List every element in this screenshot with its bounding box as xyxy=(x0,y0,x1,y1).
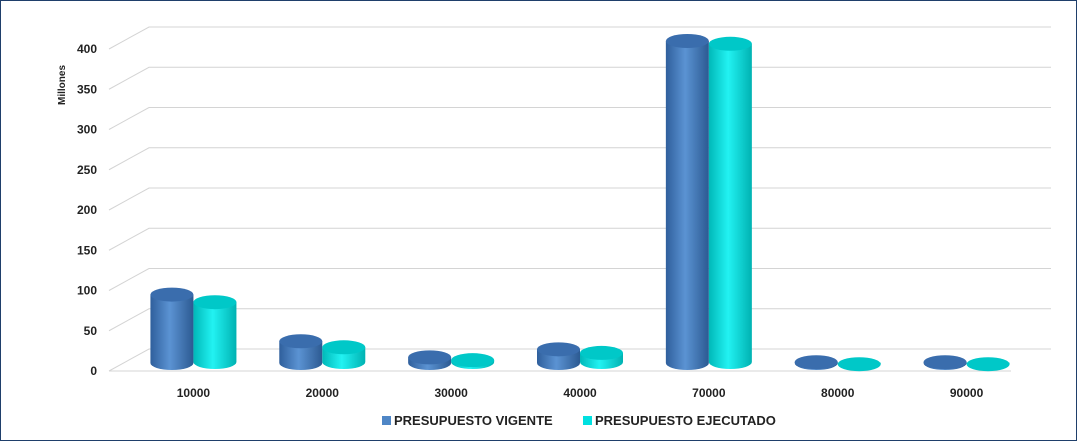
y-tick-label: 350 xyxy=(77,82,97,96)
bar-body xyxy=(150,294,194,370)
x-tick-label: 80000 xyxy=(821,386,855,400)
y-tick-label: 100 xyxy=(77,284,97,298)
y-tick-label: 0 xyxy=(90,364,97,378)
gridlines xyxy=(108,26,1051,372)
bar-top xyxy=(708,36,752,51)
bar-body xyxy=(708,43,752,370)
x-tick-label: 30000 xyxy=(434,386,468,400)
x-tick-label: 70000 xyxy=(692,386,726,400)
bar xyxy=(580,345,623,369)
bar xyxy=(708,36,752,370)
gridline xyxy=(108,227,1051,251)
bar-top xyxy=(837,357,881,372)
bar-top xyxy=(150,287,194,302)
bar-top xyxy=(580,345,623,360)
gridline xyxy=(108,187,1051,211)
bar-top xyxy=(408,350,452,365)
legend-swatch-presupuesto-vigente xyxy=(382,416,391,425)
gridline xyxy=(108,268,1051,291)
y-tick-label: 150 xyxy=(77,243,97,257)
bar xyxy=(794,355,838,370)
y-tick-label: 300 xyxy=(77,123,97,137)
bar xyxy=(279,334,323,370)
bar xyxy=(150,287,194,370)
gridline xyxy=(108,107,1051,130)
bar xyxy=(665,34,709,370)
bar-top xyxy=(665,34,709,48)
bar xyxy=(322,340,366,369)
bar-body xyxy=(193,302,237,369)
x-tick-label: 90000 xyxy=(950,386,984,400)
bar xyxy=(451,353,495,369)
y-tick-label: 50 xyxy=(84,324,98,338)
x-tick-label: 20000 xyxy=(306,386,340,400)
bar-body xyxy=(279,341,323,370)
bar xyxy=(923,355,967,370)
bar xyxy=(837,357,881,372)
bar xyxy=(193,295,237,369)
x-tick-label: 10000 xyxy=(177,386,211,400)
bars xyxy=(150,34,1010,372)
bar-body xyxy=(665,41,709,370)
bar xyxy=(408,350,452,370)
bar-top xyxy=(451,353,495,368)
legend-label-presupuesto-ejecutado: PRESUPUESTO EJECUTADO xyxy=(595,413,776,428)
bar-top xyxy=(193,295,237,310)
gridline xyxy=(108,147,1051,171)
y-tick-label: 400 xyxy=(77,42,97,56)
bar-top xyxy=(794,355,838,370)
y-axis-ticks: 0 50 100 150 200 250 300 350 400 xyxy=(77,42,97,378)
y-tick-label: 250 xyxy=(77,163,97,177)
x-axis-ticks: 10000 20000 30000 40000 70000 80000 90000 xyxy=(177,386,984,400)
bar-top xyxy=(923,355,967,370)
bar-top xyxy=(322,340,366,355)
legend-swatch-presupuesto-ejecutado xyxy=(583,416,592,425)
legend: PRESUPUESTO VIGENTE PRESUPUESTO EJECUTAD… xyxy=(382,413,776,428)
x-tick-label: 40000 xyxy=(563,386,597,400)
y-axis-label: Millones xyxy=(57,65,68,105)
bar xyxy=(537,342,580,370)
y-tick-label: 200 xyxy=(77,203,97,217)
gridline xyxy=(108,26,1051,50)
legend-label-presupuesto-vigente: PRESUPUESTO VIGENTE xyxy=(394,413,553,428)
bar-top xyxy=(279,334,323,349)
bar-top xyxy=(966,357,1010,372)
gridline xyxy=(108,66,1051,90)
bar-top xyxy=(537,342,580,357)
bar xyxy=(966,357,1010,372)
gridline xyxy=(108,308,1051,332)
